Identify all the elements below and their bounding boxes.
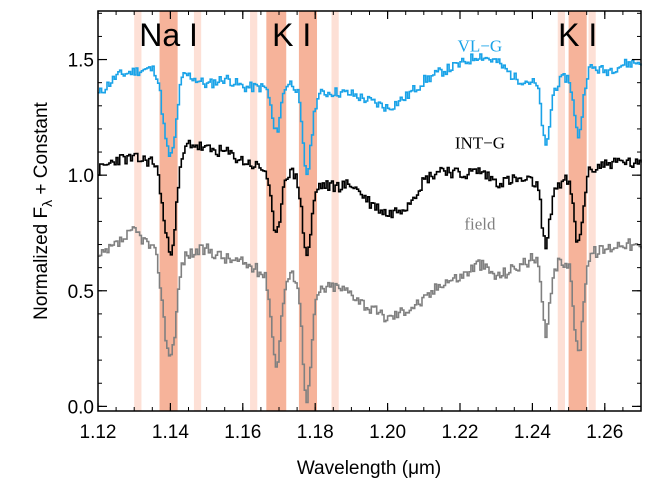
feature-label-2: K I [558,17,597,53]
absorption-band-3 [266,11,287,411]
x-tick-label: 1.14 [152,422,189,443]
y-tick-label: 1.0 [68,166,94,187]
spectrum-line-2 [98,226,642,404]
x-tick-label: 1.20 [369,422,406,443]
series-label-1: INT−G [455,134,505,153]
y-tick-label: 0.0 [68,397,94,418]
chart-labels: Na I K I K I VL−G INT−G field [139,17,597,233]
y-axis-label-subscript: λ [39,200,55,207]
spectrum-line-0 [98,53,642,176]
x-tick-label: 1.18 [297,422,334,443]
absorption-band-4 [298,11,318,411]
absorption-band-2 [193,11,202,411]
y-tick-label: 0.5 [68,282,94,303]
x-axis-label: Wavelength (μm) [297,458,441,479]
feature-label-1: K I [272,17,311,53]
y-axis-label: Normalized Fλ + Constant [31,101,55,319]
absorption-band-0 [159,11,178,411]
absorption-band-7 [568,11,587,411]
spectrum-line-1 [98,139,642,257]
feature-label-0: Na I [139,17,198,53]
x-tick-label: 1.26 [586,422,623,443]
x-tick-label: 1.22 [442,422,479,443]
y-axis-label-main: Normalized F [31,207,52,320]
absorption-band-1 [134,11,142,411]
spectra-series [98,53,642,404]
series-label-2: field [464,214,496,233]
absorption-bands [134,11,596,411]
x-tick-label: 1.24 [514,422,551,443]
series-label-0: VL−G [458,36,503,55]
y-axis-label-suffix: + Constant [31,101,52,199]
x-tick-label: 1.16 [224,422,261,443]
absorption-band-5 [250,11,258,411]
absorption-band-9 [588,11,596,411]
y-tick-label: 1.5 [68,51,94,72]
axis-ticks: 1.12 1.14 1.16 1.18 1.20 1.22 1.24 1.26 0.0 0.5 1.… [68,11,642,443]
x-tick-label: 1.12 [80,422,117,443]
absorption-band-8 [557,11,565,411]
absorption-band-6 [331,11,339,411]
